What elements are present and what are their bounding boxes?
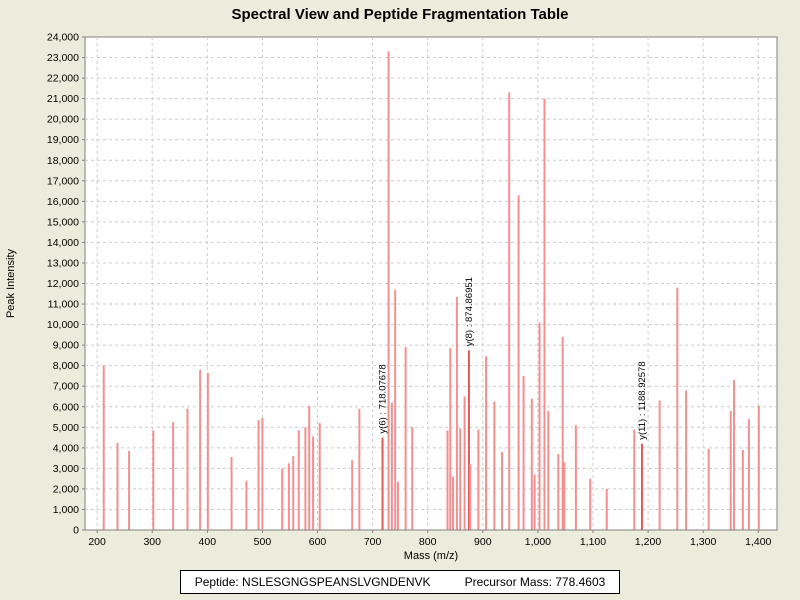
x-tick-label: 1,100 <box>580 536 606 548</box>
y-tick-label: 11,000 <box>48 299 79 311</box>
y-tick-label: 4,000 <box>53 442 79 454</box>
y-tick-label: 6,000 <box>53 401 79 413</box>
y-tick-label: 3,000 <box>53 463 79 475</box>
x-axis-label: Mass (m/z) <box>404 550 458 562</box>
x-tick-label: 900 <box>474 536 492 548</box>
x-tick-label: 200 <box>88 536 106 548</box>
x-tick-label: 1,200 <box>635 536 661 548</box>
y-tick-label: 21,000 <box>47 93 79 105</box>
y-tick-label: 2,000 <box>53 483 79 495</box>
y-tick-label: 12,000 <box>47 278 79 290</box>
peak-annotation: y(8) : 874.86951 <box>464 277 475 346</box>
y-tick-label: 8,000 <box>53 360 79 372</box>
y-tick-label: 0 <box>73 525 79 537</box>
y-tick-label: 15,000 <box>47 216 79 228</box>
footer: Peptide: NSLESGNGSPEANSLVGNDENVK Precurs… <box>0 570 800 594</box>
peptide-info-box: Peptide: NSLESGNGSPEANSLVGNDENVK Precurs… <box>179 570 621 594</box>
spectral-chart: 0 1,000 2,000 3,000 4,000 5,000 6,000 7,000 8,00… <box>5 32 778 562</box>
y-tick-label: 9,000 <box>53 340 79 352</box>
x-tick-label: 800 <box>419 536 437 548</box>
y-tick-label: 7,000 <box>53 381 79 393</box>
x-tick-label: 1,400 <box>745 536 771 548</box>
y-tick-label: 1,000 <box>53 504 79 516</box>
x-tick-label: 600 <box>309 536 327 548</box>
y-tick-label: 19,000 <box>47 134 79 146</box>
y-tick-label: 13,000 <box>47 257 79 269</box>
y-tick-label: 23,000 <box>47 52 79 64</box>
x-tick-label: 400 <box>199 536 217 548</box>
peak-annotation: y(6) : 718.07678 <box>378 364 389 433</box>
y-tick-label: 24,000 <box>47 32 79 44</box>
x-tick-label: 500 <box>254 536 272 548</box>
y-tick-label: 14,000 <box>47 237 79 249</box>
x-tick-label: 300 <box>143 536 161 548</box>
y-tick-label: 17,000 <box>47 175 79 187</box>
y-axis-label: Peak Intensity <box>5 248 17 318</box>
x-tick-label: 1,000 <box>525 536 551 548</box>
y-tick-label: 22,000 <box>47 73 79 85</box>
peptide-label: Peptide: NSLESGNGSPEANSLVGNDENVK <box>194 575 431 589</box>
x-tick-label: 1,300 <box>690 536 716 548</box>
y-tick-label: 16,000 <box>47 196 79 208</box>
peak-annotation: y(11) : 1188.92578 <box>637 361 648 439</box>
chart-title: Spectral View and Peptide Fragmentation … <box>231 6 569 23</box>
y-tick-label: 18,000 <box>47 155 79 167</box>
y-tick-label: 5,000 <box>53 422 79 434</box>
y-tick-label: 20,000 <box>47 114 79 126</box>
x-tick-label: 700 <box>364 536 382 548</box>
precursor-mass-label: Precursor Mass: 778.4603 <box>464 575 606 589</box>
y-tick-label: 10,000 <box>47 319 79 331</box>
